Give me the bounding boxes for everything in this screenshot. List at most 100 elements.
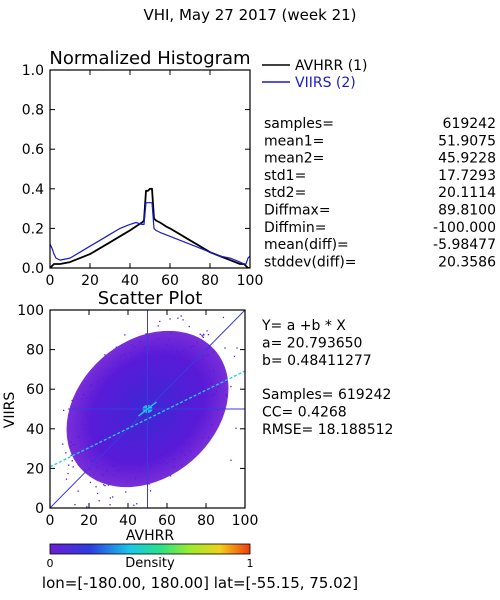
scatter-point [149,394,151,396]
scatter-point [185,404,187,406]
scatter-point [102,474,105,476]
scatter-point [208,347,211,349]
scatter-point [140,363,142,365]
scatter-point [144,448,146,450]
scatter-point [113,396,115,399]
scatter-point [70,445,72,447]
scatter-point [135,416,137,418]
scatter-point [90,461,92,463]
scatter-point [190,393,193,395]
scatter-point [187,364,190,367]
scatter-point [139,382,142,385]
scatter-point [166,430,168,433]
scatter-point [130,396,132,398]
scatter-point [152,398,154,401]
scatter-point [107,484,109,486]
scatter-point [207,353,209,356]
scatter-point [115,346,117,348]
scatter-point [157,338,159,340]
scatter-point [184,387,186,389]
scatter-point [95,403,98,405]
scatter-point [150,413,153,416]
scatter-point [91,460,93,462]
scatter-point [141,423,143,425]
scatter-point [149,403,151,405]
scatter-point [170,332,172,334]
scatter-point [114,460,117,462]
scatter-point [175,407,177,409]
scatter-point [117,437,119,439]
scatter-point [121,411,123,413]
scatter-point [183,368,185,370]
stat-label: std1= [264,168,306,184]
scatter-point [128,444,130,447]
scatter-point [137,450,140,452]
scatter-point [182,443,184,445]
scatter-point [176,423,178,425]
scatter-point [109,504,111,506]
histogram-series [50,187,250,268]
scatter-point [136,381,138,383]
scatter-point [94,436,96,438]
scatter-point [116,419,118,421]
scatter-point [89,455,91,457]
scatter-point [127,418,129,420]
scatter-point [115,455,117,457]
stat-value: 20.1114 [438,185,496,201]
scatter-point [177,414,179,416]
scatter-point [158,427,160,429]
scatter-point [109,497,111,499]
scatter-point [141,450,144,452]
scatter-point [100,437,103,439]
scatter-point [89,468,91,470]
scatter-point [122,409,125,411]
scatter-point [120,355,122,357]
scatter-point [132,445,134,447]
scatter-point [124,334,126,336]
scatter-point [179,378,181,381]
scatter-point [177,403,180,406]
scatter-point [111,409,113,412]
scatter-point [140,390,142,392]
scatter-point [163,350,165,352]
scatter-point [163,393,165,396]
scatter-point [182,379,184,381]
scatter-point [176,364,178,366]
scatter-point [156,442,159,444]
stat-value: 619242 [443,116,496,132]
scatter-point [128,433,131,435]
scatter-point [159,400,161,402]
scatter-point [124,414,126,416]
scatter-point [150,433,152,436]
scatter-point [141,416,143,418]
scatter-point [133,346,136,348]
scatter-point [67,472,69,475]
scatter-point [172,396,174,399]
stat-label: Diffmax= [264,203,331,219]
scatter-point [97,391,99,394]
scatter-point [125,441,127,443]
colorbar-max-label: 1 [247,557,254,570]
scatter-point [104,485,106,487]
scatter-point [88,444,90,446]
scatter-point [222,316,225,319]
scatter-point [104,383,106,385]
scatter-point [133,433,135,435]
scatter-point [126,367,129,369]
scatter-point [191,402,193,404]
scatter-point [207,377,209,380]
scatter-point [188,325,190,328]
scatter-point [118,361,121,363]
scatter-point [140,430,142,432]
scatter-point [191,387,194,389]
histogram-ytick-label: 0.2 [22,221,44,237]
scatter-point [77,490,79,492]
scatter-point [70,441,72,443]
histogram-ytick-label: 0.0 [22,261,44,277]
scatter-point [193,374,195,376]
scatter-point [108,428,110,431]
stat-label: std2= [264,185,306,201]
scatter-point [169,475,172,477]
scatter-point [225,393,227,396]
scatter-point [110,421,112,423]
